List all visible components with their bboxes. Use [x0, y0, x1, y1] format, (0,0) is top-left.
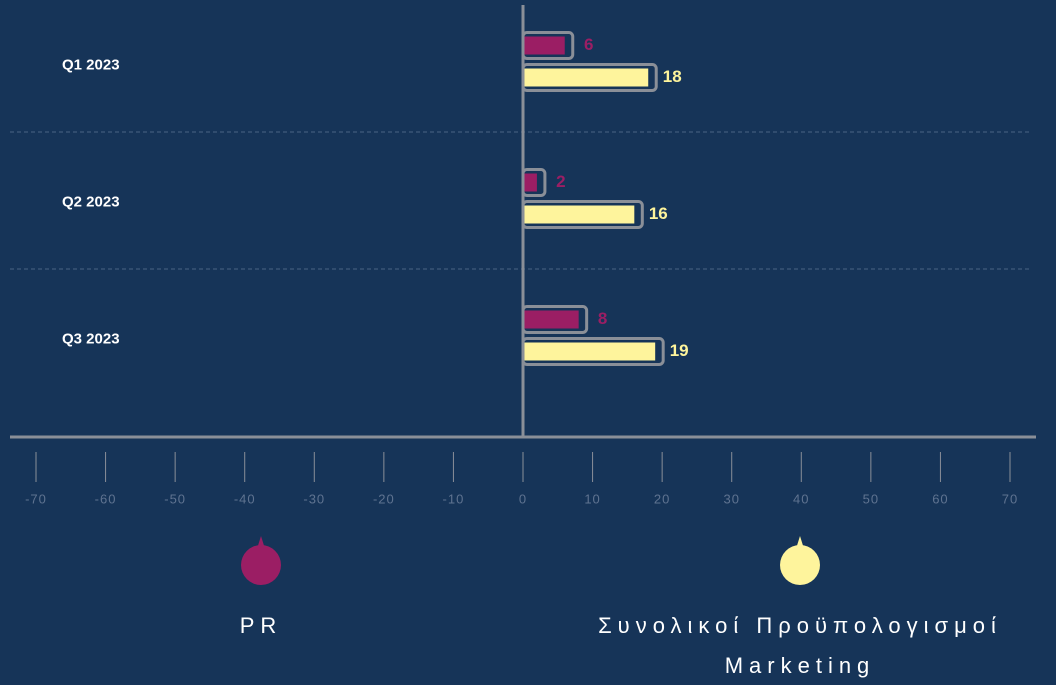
x-tick-label: -10 [443, 491, 465, 506]
data-label: 16 [649, 204, 668, 223]
bar [523, 68, 649, 87]
data-label: 2 [556, 172, 565, 191]
x-tick-label: -50 [164, 491, 186, 506]
y-tick-label: Q3 2023 [62, 330, 120, 347]
x-tick-label: 50 [863, 491, 879, 506]
legend-marker [241, 545, 281, 585]
x-tick-label: 20 [654, 491, 670, 506]
bar [523, 310, 579, 329]
x-tick-label: 60 [932, 491, 948, 506]
y-tick-label: Q1 2023 [62, 56, 120, 73]
x-tick-label: -20 [373, 491, 395, 506]
bar [523, 342, 656, 361]
x-tick-label: 40 [793, 491, 809, 506]
data-label: 18 [663, 67, 682, 86]
legend-marker [780, 545, 820, 585]
bar [523, 173, 537, 192]
data-label: 8 [598, 309, 607, 328]
x-tick-label: 0 [519, 491, 527, 506]
data-label: 19 [670, 341, 689, 360]
bar [523, 36, 565, 55]
x-tick-label: 10 [584, 491, 600, 506]
data-label: 6 [584, 35, 593, 54]
x-tick-label: -70 [25, 491, 47, 506]
bar [523, 205, 635, 224]
legend-label: Συνολικοί Προϋπολογισμοί Marketing [598, 613, 1002, 678]
x-tick-label: -30 [303, 491, 325, 506]
y-tick-label: Q2 2023 [62, 193, 120, 210]
x-tick-label: -60 [95, 491, 117, 506]
x-tick-label: -40 [234, 491, 256, 506]
x-tick-label: 30 [723, 491, 739, 506]
legend-label: PR [239, 613, 283, 638]
x-tick-label: 70 [1002, 491, 1018, 506]
